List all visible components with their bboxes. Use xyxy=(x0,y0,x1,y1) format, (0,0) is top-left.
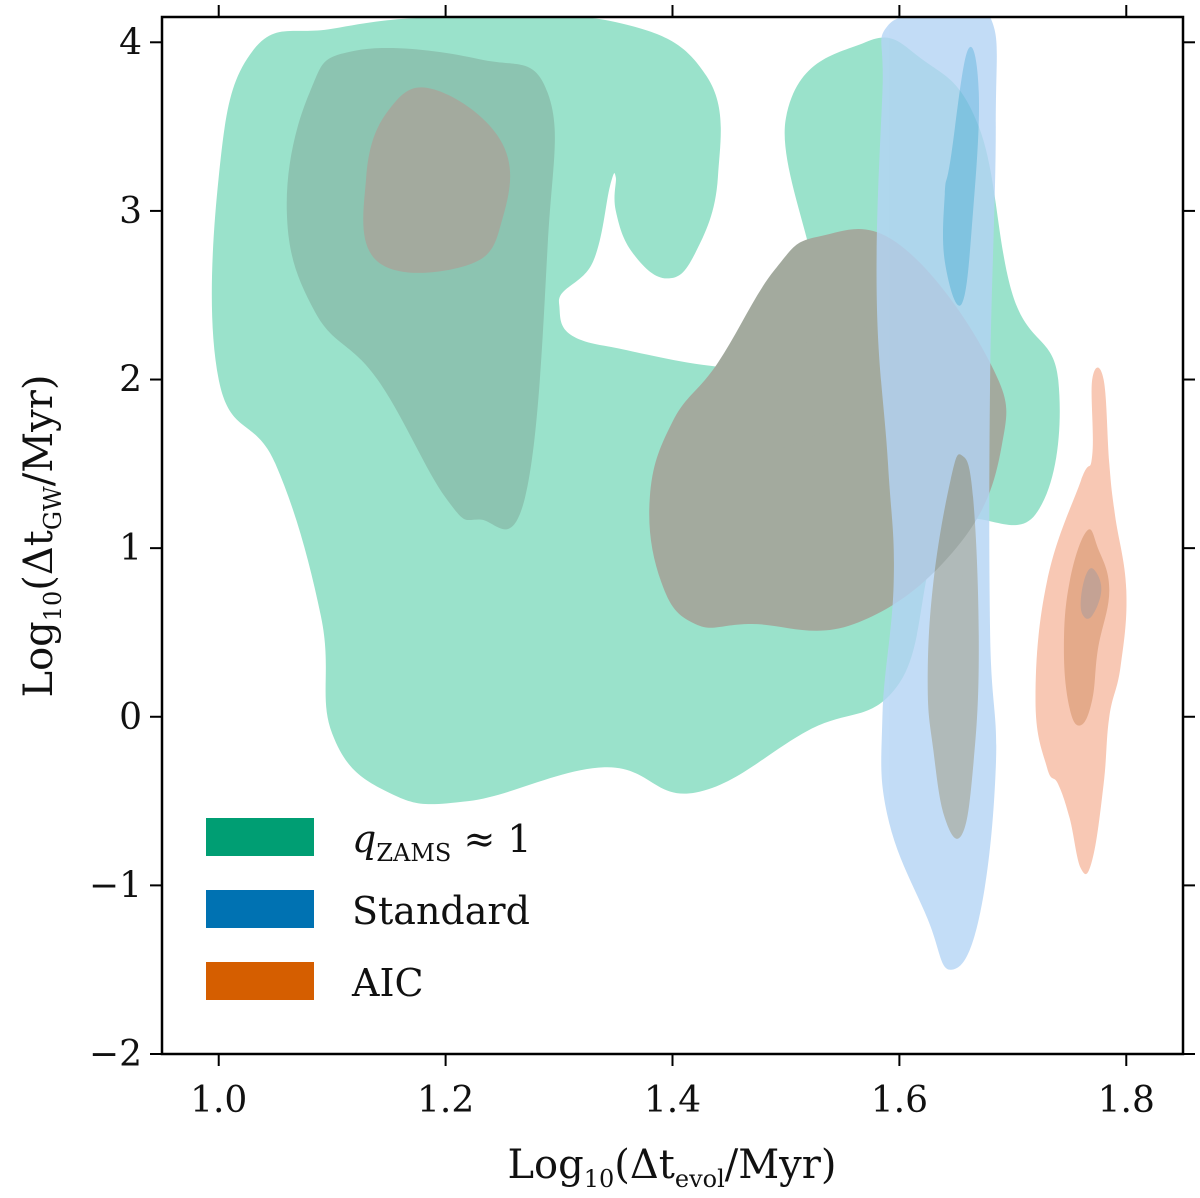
y-tick-label: 0 xyxy=(119,697,142,738)
contour-region xyxy=(953,572,971,712)
series-2-contours xyxy=(1035,367,1127,875)
contour-region xyxy=(942,46,980,306)
contour-region xyxy=(773,326,900,448)
y-tick-label: 4 xyxy=(119,22,142,63)
legend-label-aic: AIC xyxy=(351,961,424,1005)
contour-region xyxy=(363,87,511,273)
legend-swatch-standard xyxy=(206,890,314,928)
y-tick-label: −2 xyxy=(89,1034,142,1075)
legend: qZAMS ≈ 1 Standard AIC xyxy=(206,817,532,1005)
contour-layers xyxy=(211,17,1127,970)
y-tick-label: −1 xyxy=(89,865,142,906)
x-axis-label: Log10(Δtevol/Myr) xyxy=(507,1142,836,1193)
y-tick-label: 2 xyxy=(119,360,142,401)
contour-region xyxy=(927,454,979,839)
x-tick-label: 1.6 xyxy=(871,1080,928,1121)
series-1-contours xyxy=(876,17,997,970)
legend-swatch-aic xyxy=(206,962,314,1000)
y-tick-label: 1 xyxy=(119,528,142,569)
contour-region xyxy=(1080,568,1102,619)
x-tick-label: 1.8 xyxy=(1098,1080,1155,1121)
y-tick-label: 3 xyxy=(119,191,142,232)
legend-label-qzams: qZAMS ≈ 1 xyxy=(352,817,532,867)
legend-label-standard: Standard xyxy=(352,889,530,933)
x-tick-label: 1.4 xyxy=(644,1080,701,1121)
y-axis-label: Log10(ΔtGW/Myr) xyxy=(16,375,67,698)
legend-swatch-qzams xyxy=(206,818,314,856)
x-tick-label: 1.0 xyxy=(190,1080,247,1121)
x-tick-label: 1.2 xyxy=(417,1080,474,1121)
axis-ticks: 1.0 1.2 1.4 1.6 1.8 −2 −1 0 1 2 3 4 xyxy=(89,5,1195,1121)
contour-region xyxy=(876,17,997,970)
